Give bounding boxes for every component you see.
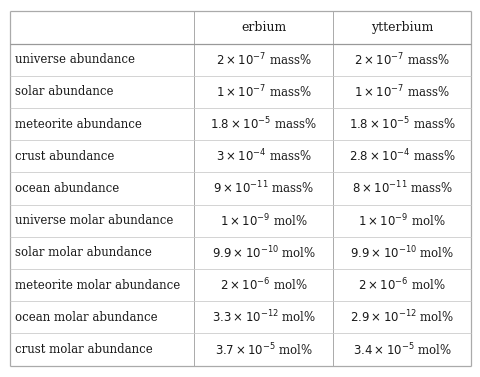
Text: ocean abundance: ocean abundance	[15, 182, 120, 195]
Text: universe molar abundance: universe molar abundance	[15, 214, 173, 227]
Text: $2\times10^{-7}$ mass%: $2\times10^{-7}$ mass%	[353, 51, 449, 68]
Text: erbium: erbium	[240, 21, 286, 34]
Text: $1\times10^{-7}$ mass%: $1\times10^{-7}$ mass%	[353, 84, 449, 100]
Text: ocean molar abundance: ocean molar abundance	[15, 311, 158, 324]
Text: $3.3\times10^{-12}$ mol%: $3.3\times10^{-12}$ mol%	[211, 309, 315, 326]
Text: meteorite molar abundance: meteorite molar abundance	[15, 279, 180, 292]
Text: $1.8\times10^{-5}$ mass%: $1.8\times10^{-5}$ mass%	[348, 116, 455, 132]
Text: $1\times10^{-7}$ mass%: $1\times10^{-7}$ mass%	[215, 84, 311, 100]
Text: crust abundance: crust abundance	[15, 150, 115, 163]
Text: $9\times10^{-11}$ mass%: $9\times10^{-11}$ mass%	[213, 180, 313, 197]
Text: $2\times10^{-6}$ mol%: $2\times10^{-6}$ mol%	[219, 277, 307, 293]
Text: $3\times10^{-4}$ mass%: $3\times10^{-4}$ mass%	[215, 148, 311, 165]
Text: $1.8\times10^{-5}$ mass%: $1.8\times10^{-5}$ mass%	[210, 116, 316, 132]
Text: $2.9\times10^{-12}$ mol%: $2.9\times10^{-12}$ mol%	[349, 309, 453, 326]
Text: solar molar abundance: solar molar abundance	[15, 247, 152, 259]
Text: $2\times10^{-7}$ mass%: $2\times10^{-7}$ mass%	[215, 51, 311, 68]
Text: $3.4\times10^{-5}$ mol%: $3.4\times10^{-5}$ mol%	[352, 341, 451, 358]
Text: $9.9\times10^{-10}$ mol%: $9.9\times10^{-10}$ mol%	[349, 245, 453, 261]
Text: $2.8\times10^{-4}$ mass%: $2.8\times10^{-4}$ mass%	[348, 148, 455, 165]
Text: meteorite abundance: meteorite abundance	[15, 118, 142, 130]
Text: $1\times10^{-9}$ mol%: $1\times10^{-9}$ mol%	[358, 212, 445, 229]
Text: crust molar abundance: crust molar abundance	[15, 343, 153, 356]
Text: $9.9\times10^{-10}$ mol%: $9.9\times10^{-10}$ mol%	[211, 245, 315, 261]
Text: universe abundance: universe abundance	[15, 53, 135, 66]
Text: $8\times10^{-11}$ mass%: $8\times10^{-11}$ mass%	[351, 180, 452, 197]
Text: solar abundance: solar abundance	[15, 85, 114, 98]
Text: $1\times10^{-9}$ mol%: $1\times10^{-9}$ mol%	[219, 212, 307, 229]
Text: ytterbium: ytterbium	[370, 21, 432, 34]
Text: $2\times10^{-6}$ mol%: $2\times10^{-6}$ mol%	[358, 277, 445, 293]
Text: $3.7\times10^{-5}$ mol%: $3.7\times10^{-5}$ mol%	[214, 341, 312, 358]
